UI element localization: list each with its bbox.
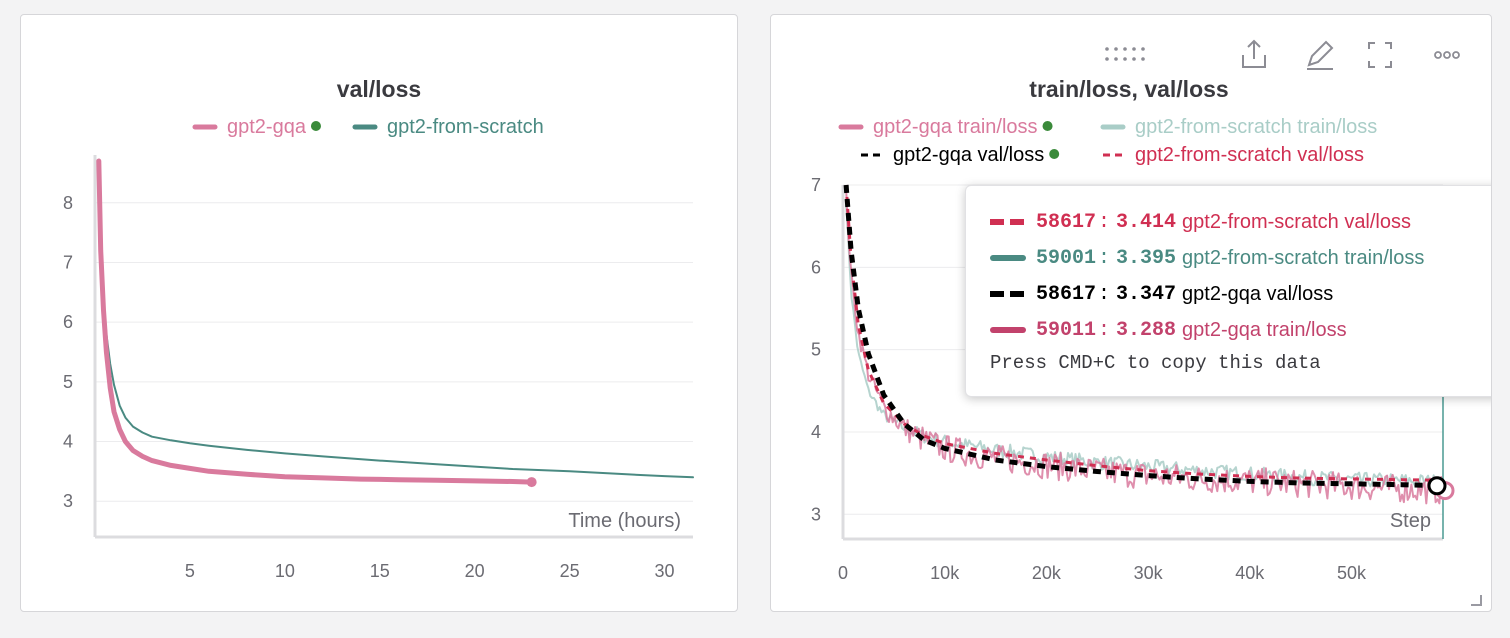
fullscreen-icon[interactable] — [1368, 42, 1392, 68]
resize-handle-icon[interactable] — [1469, 593, 1483, 607]
legend-label: gpt2-from-scratch val/loss — [1135, 144, 1364, 166]
legend-item[interactable]: gpt2-gqa train/loss — [838, 116, 1053, 138]
x-tick-label: 10 — [275, 561, 295, 581]
tooltip-value: 3.347 — [1116, 282, 1177, 306]
y-tick-label: 7 — [63, 252, 73, 272]
tooltip-swatch — [990, 255, 1026, 261]
tooltip-series-name: gpt2-gqa val/loss — [1182, 282, 1334, 305]
chart-title: val/loss — [337, 76, 421, 102]
legend-item[interactable]: gpt2-gqa — [192, 116, 321, 138]
y-tick-label: 6 — [811, 257, 821, 277]
drag-handle-icon[interactable] — [1105, 47, 1145, 61]
live-indicator-icon — [1042, 121, 1053, 131]
tooltip-step: 59001 — [1036, 246, 1097, 270]
series-end-marker — [526, 477, 537, 488]
tooltip-colon: : — [1098, 318, 1111, 342]
series-line[interactable] — [845, 187, 1445, 505]
tooltip-colon: : — [1098, 210, 1111, 234]
live-indicator-icon — [1049, 149, 1060, 159]
chart-panel-val-loss[interactable]: val/loss gpt2-gqa gpt2-from-scratch 3 4 5 6 7 8 5… — [20, 14, 738, 612]
train-val-loss-chart[interactable]: train/loss, val/loss gpt2-gqa train/loss g… — [771, 15, 1492, 612]
tooltip-row: 59001 : 3.395 gpt2-from-scratch train/lo… — [990, 240, 1491, 276]
legend-item[interactable]: gpt2-from-scratch val/loss — [1103, 144, 1364, 166]
x-tick-label: 20k — [1032, 563, 1062, 583]
x-tick-label: 0 — [838, 563, 848, 583]
copy-hint: Press CMD+C to copy this data — [990, 352, 1321, 374]
tooltip-value: 3.414 — [1116, 210, 1177, 234]
legend-label: gpt2-gqa val/loss — [893, 144, 1044, 166]
tooltip-series-name: gpt2-from-scratch val/loss — [1182, 210, 1412, 233]
x-tick-label: 10k — [930, 563, 960, 583]
chart-title: train/loss, val/loss — [1029, 76, 1228, 102]
tooltip-swatch — [990, 219, 1026, 225]
x-tick-label: 30 — [655, 561, 675, 581]
y-tick-label: 3 — [811, 504, 821, 524]
tooltip-series-name: gpt2-from-scratch train/loss — [1182, 246, 1425, 269]
tooltip-swatch — [990, 327, 1026, 333]
legend-item[interactable]: gpt2-from-scratch train/loss — [1100, 116, 1377, 138]
legend-label: gpt2-gqa train/loss — [873, 116, 1038, 138]
y-tick-label: 7 — [811, 175, 821, 195]
y-tick-label: 4 — [811, 422, 821, 442]
y-tick-label: 8 — [63, 193, 73, 213]
legend-label: gpt2-gqa — [227, 116, 307, 138]
hover-point-marker — [1427, 476, 1447, 496]
x-axis-label: Time (hours) — [568, 510, 681, 532]
share-icon[interactable] — [1242, 39, 1266, 68]
tooltip-step: 59011 — [1036, 318, 1097, 342]
tooltip-row: 59011 : 3.288 gpt2-gqa train/loss — [990, 312, 1491, 348]
legend-label: gpt2-from-scratch train/loss — [1135, 116, 1377, 138]
y-tick-label: 5 — [63, 372, 73, 392]
tooltip-step: 58617 — [1036, 282, 1097, 306]
y-tick-label: 5 — [811, 340, 821, 360]
series-line[interactable] — [96, 158, 535, 485]
x-tick-label: 30k — [1134, 563, 1164, 583]
legend-item[interactable]: gpt2-gqa val/loss — [861, 144, 1060, 166]
tooltip-step: 58617 — [1036, 210, 1097, 234]
more-icon[interactable] — [1434, 51, 1460, 59]
legend-item[interactable]: gpt2-from-scratch — [352, 116, 544, 138]
x-axis-label: Step — [1390, 510, 1431, 532]
tooltip-series-name: gpt2-gqa train/loss — [1182, 318, 1347, 341]
x-tick-label: 50k — [1337, 563, 1367, 583]
live-indicator-icon — [310, 121, 321, 131]
tooltip-value: 3.288 — [1116, 318, 1177, 342]
toolbar-icons — [1105, 39, 1460, 70]
val-loss-chart[interactable]: val/loss gpt2-gqa gpt2-from-scratch 3 4 5 6 7 8 5… — [21, 15, 738, 612]
x-tick-label: 15 — [370, 561, 390, 581]
y-tick-label: 3 — [63, 491, 73, 511]
tooltip-colon: : — [1098, 246, 1111, 270]
series-line[interactable] — [844, 184, 1440, 482]
tooltip-row: 58617 : 3.414 gpt2-from-scratch val/loss — [990, 204, 1491, 240]
y-tick-label: 4 — [63, 432, 73, 452]
tooltip-swatch — [990, 291, 1026, 297]
x-tick-label: 20 — [465, 561, 485, 581]
x-tick-label: 25 — [560, 561, 580, 581]
series-line[interactable] — [97, 160, 694, 479]
hover-tooltip: 58617 : 3.414 gpt2-from-scratch val/loss… — [965, 185, 1491, 397]
edit-icon[interactable] — [1307, 40, 1334, 70]
x-tick-label: 40k — [1235, 563, 1265, 583]
y-tick-label: 6 — [63, 312, 73, 332]
tooltip-value: 3.395 — [1116, 246, 1177, 270]
legend-label: gpt2-from-scratch — [387, 116, 544, 138]
x-tick-label: 5 — [185, 561, 195, 581]
tooltip-colon: : — [1098, 282, 1111, 306]
tooltip-row: 58617 : 3.347 gpt2-gqa val/loss — [990, 276, 1491, 312]
chart-panel-train-val-loss[interactable]: train/loss, val/loss gpt2-gqa train/loss g… — [770, 14, 1492, 612]
series-line[interactable] — [843, 184, 1440, 489]
